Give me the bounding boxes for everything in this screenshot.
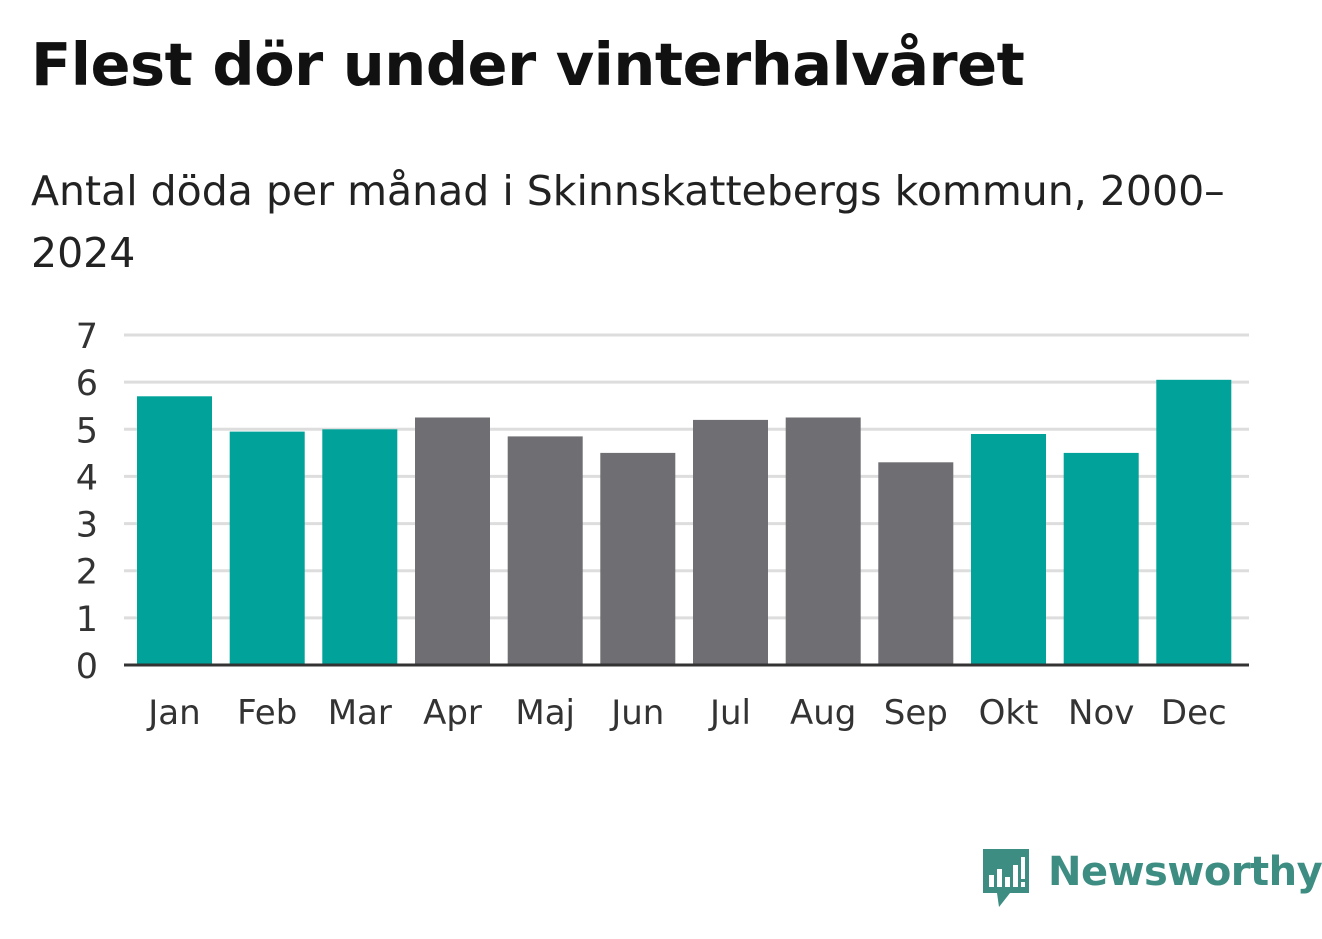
bar-nov	[1063, 452, 1139, 665]
y-tick-label: 7	[76, 317, 98, 357]
x-axis-ticks: Jan Feb Mar Apr Maj Jun Jul Aug Sep Okt Nov Dec	[146, 693, 1226, 733]
y-tick-label: 3	[76, 506, 98, 546]
y-tick-label: 1	[76, 600, 98, 640]
bar-jul	[693, 419, 768, 665]
bars	[137, 379, 1232, 665]
x-tick-label: Okt	[979, 693, 1039, 733]
x-tick-label: Nov	[1068, 693, 1134, 733]
bar-jun	[600, 452, 676, 665]
x-tick-label: Sep	[884, 693, 948, 733]
x-tick-label: Jan	[146, 693, 200, 733]
y-tick-label: 6	[76, 364, 98, 404]
x-tick-label: Jul	[708, 693, 751, 733]
bar-mar	[322, 429, 398, 665]
bar-okt	[971, 434, 1046, 665]
bar-feb	[229, 431, 305, 665]
brand-logo: Newsworthy	[980, 846, 1322, 910]
y-tick-label: 2	[76, 553, 98, 593]
bar-dec	[1156, 379, 1232, 665]
bar-maj	[507, 436, 583, 665]
chart-subtitle: Antal döda per månad i Skinnskattebergs …	[31, 167, 1225, 277]
x-tick-label: Maj	[515, 693, 575, 733]
y-axis-ticks: 0 1 2 3 4 5 6 7	[76, 317, 98, 687]
y-tick-label: 0	[76, 647, 98, 687]
newsworthy-logo-icon	[983, 849, 1029, 907]
y-tick-label: 4	[76, 458, 98, 498]
bar-sep	[878, 462, 954, 665]
x-tick-label: Dec	[1161, 693, 1227, 733]
bar-jan	[137, 396, 212, 665]
brand-name: Newsworthy	[1048, 849, 1322, 895]
bar-apr	[415, 417, 490, 665]
x-tick-label: Jun	[609, 693, 664, 733]
bar-chart: 0 1 2 3 4 5 6 7 Jan Feb Mar Apr Maj Jun Jul Aug Sep Okt N…	[76, 317, 1249, 733]
y-tick-label: 5	[76, 411, 98, 451]
x-tick-label: Feb	[237, 693, 297, 733]
x-tick-label: Aug	[790, 693, 856, 733]
x-tick-label: Mar	[328, 693, 392, 733]
gridlines	[124, 333, 1249, 620]
x-tick-label: Apr	[423, 693, 482, 733]
chart-title: Flest dör under vinterhalvåret	[31, 30, 1025, 99]
bar-aug	[785, 417, 861, 665]
